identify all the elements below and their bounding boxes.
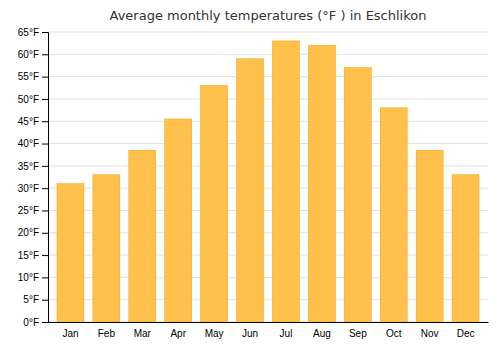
tick-label: 25°F (18, 205, 39, 216)
tick: Aug (313, 328, 331, 339)
tick-label: 5°F (23, 294, 39, 305)
bar (237, 59, 264, 322)
tick-label: 10°F (18, 272, 39, 283)
tick-label: 35°F (18, 161, 39, 172)
bar (380, 108, 407, 322)
bar (93, 175, 120, 322)
tick-label: 60°F (18, 49, 39, 60)
tick-label: 20°F (18, 227, 39, 238)
bar (416, 150, 443, 322)
tick-mark (42, 233, 48, 234)
chart-svg: 0°F 5°F 10°F 15°F 20°F 25°F 30°F 35°F 40°F 45°F 50… (0, 0, 500, 350)
tick-label: 40°F (18, 138, 39, 149)
axis-line (42, 33, 49, 323)
tick-mark (42, 188, 48, 189)
tick-mark (42, 322, 48, 323)
tick-label: 45°F (18, 116, 39, 127)
bar (452, 175, 479, 322)
bar (165, 119, 192, 322)
plot-area: 0°F 5°F 10°F 15°F 20°F 25°F 30°F 35°F 40°F 45°F 50… (18, 27, 489, 339)
bar (272, 41, 299, 322)
tick: 40°F (18, 138, 48, 149)
tick-mark (42, 166, 48, 167)
tick-label: Aug (313, 328, 331, 339)
grid-line (48, 143, 488, 144)
tick-mark (42, 32, 48, 33)
x-axis: Jan Feb Mar Apr May Jun Jul Aug Sep Oct Nov Dec (49, 323, 489, 340)
tick-label: Feb (98, 328, 116, 339)
bar (201, 86, 228, 322)
tick-label: Sep (349, 328, 367, 339)
tick: 10°F (18, 272, 48, 283)
tick: Nov (421, 328, 439, 339)
tick-label: Oct (386, 328, 402, 339)
chart-container: 0°F 5°F 10°F 15°F 20°F 25°F 30°F 35°F 40°F 45°F 50… (0, 0, 500, 350)
tick: 50°F (18, 94, 48, 105)
tick-mark (42, 210, 48, 211)
tick-label: Dec (457, 328, 475, 339)
tick-label: Jan (62, 328, 78, 339)
tick: 30°F (18, 183, 48, 194)
bar (129, 150, 156, 322)
tick-mark (42, 255, 48, 256)
axis-line (49, 322, 489, 323)
bars (57, 41, 479, 322)
tick-mark (42, 300, 48, 301)
tick: 60°F (18, 49, 48, 60)
tick: 0°F (23, 317, 48, 328)
tick: Sep (349, 328, 367, 339)
y-axis: 0°F 5°F 10°F 15°F 20°F 25°F 30°F 35°F 40°F 45°F 50… (18, 27, 49, 328)
tick: Jul (280, 328, 293, 339)
tick-label: May (205, 328, 224, 339)
tick-label: Apr (170, 328, 186, 339)
tick: 35°F (18, 161, 48, 172)
tick-label: 15°F (18, 250, 39, 261)
tick: 45°F (18, 116, 48, 127)
bar (57, 184, 84, 322)
tick-mark (42, 54, 48, 55)
tick: 15°F (18, 250, 48, 261)
tick: Apr (170, 328, 186, 339)
grid-line (48, 121, 488, 122)
tick: Jan (62, 328, 78, 339)
tick-mark (42, 277, 48, 278)
tick: 5°F (23, 294, 48, 305)
tick-label: Mar (134, 328, 152, 339)
tick: Feb (98, 328, 116, 339)
grid-line (48, 54, 488, 55)
tick-label: 65°F (18, 27, 39, 38)
tick-label: Jun (242, 328, 258, 339)
tick-label: 50°F (18, 94, 39, 105)
tick-label: Nov (421, 328, 439, 339)
tick: 55°F (18, 71, 48, 82)
tick: Mar (134, 328, 152, 339)
grid-line (48, 32, 488, 33)
chart-title: Average monthly temperatures (°F ) in Es… (110, 8, 427, 23)
bar (308, 45, 335, 322)
grid (48, 32, 488, 322)
tick-label: 0°F (23, 317, 39, 328)
tick-mark (42, 77, 48, 78)
tick: Jun (242, 328, 258, 339)
tick: Dec (457, 328, 475, 339)
tick-mark (42, 99, 48, 100)
tick-label: Jul (280, 328, 293, 339)
tick-label: 30°F (18, 183, 39, 194)
bar (344, 68, 371, 322)
tick: 20°F (18, 227, 48, 238)
grid-line (48, 98, 488, 99)
tick: May (205, 328, 224, 339)
tick: Oct (386, 328, 402, 339)
tick-mark (42, 144, 48, 145)
tick-label: 55°F (18, 71, 39, 82)
tick: 25°F (18, 205, 48, 216)
tick-mark (42, 121, 48, 122)
tick: 65°F (18, 27, 48, 38)
grid-line (48, 76, 488, 77)
